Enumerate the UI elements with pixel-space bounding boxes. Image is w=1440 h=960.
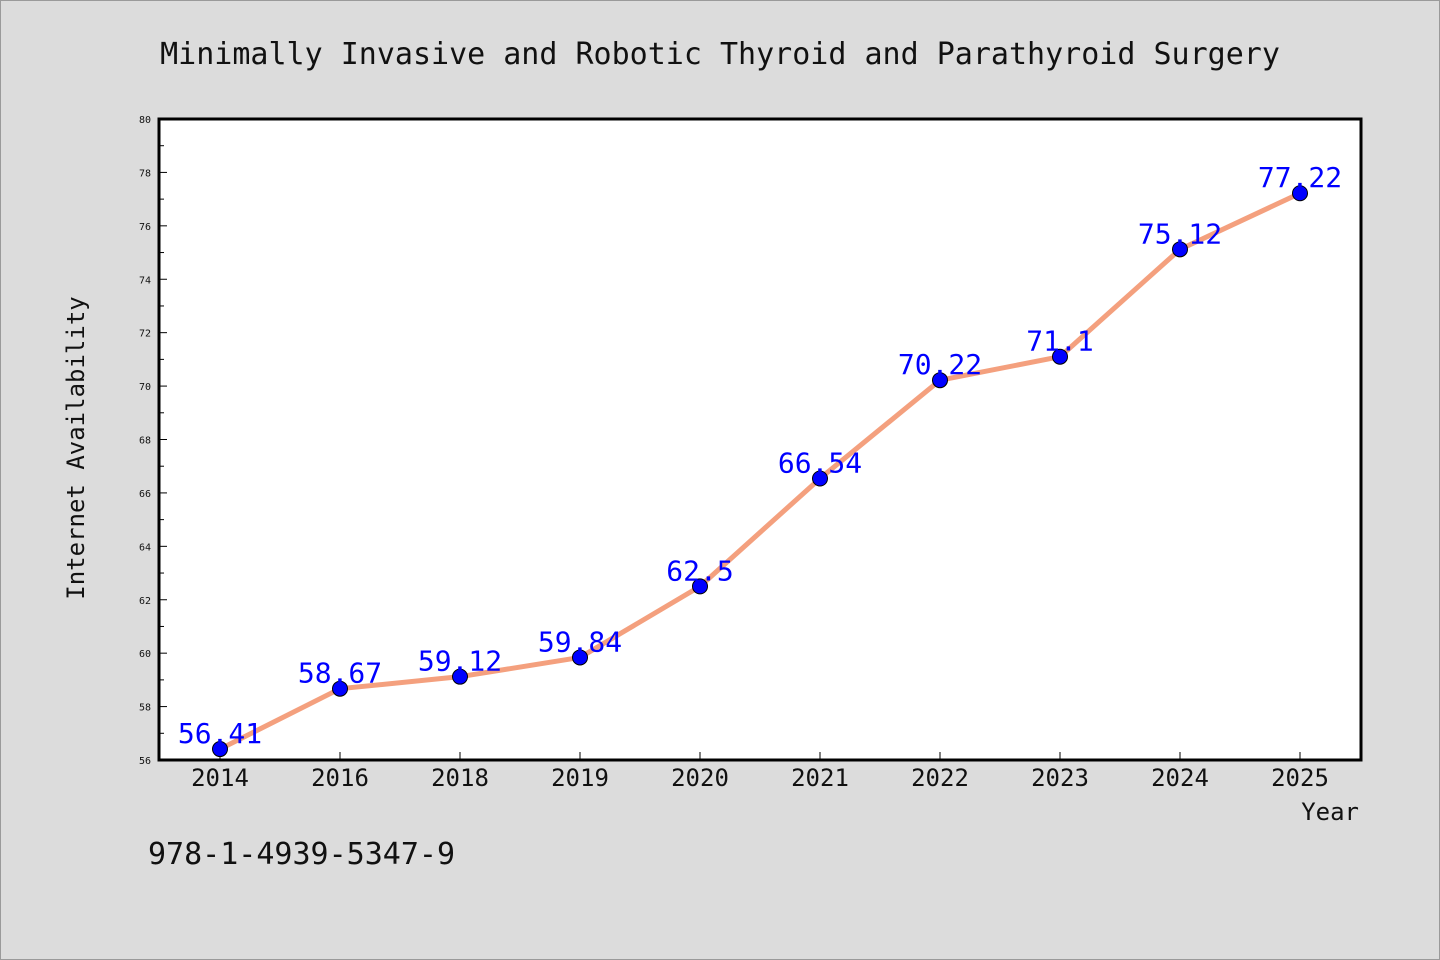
data-label: 71.1 bbox=[1026, 325, 1093, 358]
x-tick-label: 2019 bbox=[551, 764, 609, 792]
data-label: 59.12 bbox=[418, 645, 502, 678]
data-point bbox=[812, 470, 828, 487]
plot-area bbox=[157, 117, 1363, 762]
y-tick-label: 58 bbox=[139, 703, 151, 714]
data-label: 77.22 bbox=[1258, 161, 1342, 194]
data-label: 75.12 bbox=[1138, 217, 1222, 250]
series-line bbox=[217, 190, 1303, 752]
y-tick-label: 68 bbox=[139, 436, 151, 447]
y-tick-label: 56 bbox=[139, 756, 151, 767]
data-label: 56.41 bbox=[178, 717, 262, 750]
y-tick-label: 80 bbox=[139, 115, 151, 126]
chart-title: Minimally Invasive and Robotic Thyroid a… bbox=[160, 37, 1280, 72]
data-label: 66.54 bbox=[778, 446, 862, 479]
x-tick-label: 2018 bbox=[431, 764, 489, 792]
x-tick-label: 2021 bbox=[791, 764, 849, 792]
x-tick-label: 2014 bbox=[191, 764, 249, 792]
y-axis-label: Internet Availability bbox=[62, 296, 90, 599]
x-tick-label: 2022 bbox=[911, 764, 969, 792]
y-axis: 56 58 60 62 64 66 68 70 72 74 76 78 80 bbox=[139, 115, 167, 767]
data-label: 59.84 bbox=[538, 625, 622, 658]
data-point bbox=[1052, 348, 1068, 365]
x-axis-label: Year bbox=[1301, 798, 1359, 826]
data-point bbox=[692, 578, 708, 595]
y-tick-label: 78 bbox=[139, 168, 151, 179]
data-point bbox=[1292, 185, 1308, 202]
y-tick-label: 60 bbox=[139, 649, 151, 660]
x-axis: 2014 2016 2018 2019 2020 2021 2022 2023 2024 2025 bbox=[191, 752, 1329, 792]
x-tick-label: 2025 bbox=[1271, 764, 1329, 792]
data-point bbox=[452, 668, 468, 685]
x-tick-label: 2016 bbox=[311, 764, 369, 792]
data-point bbox=[572, 649, 588, 666]
y-tick-label: 74 bbox=[139, 275, 151, 286]
x-tick-label: 2023 bbox=[1031, 764, 1089, 792]
y-tick-label: 72 bbox=[139, 329, 151, 340]
y-tick-label: 70 bbox=[139, 382, 151, 393]
y-tick-label: 64 bbox=[139, 542, 151, 553]
data-point bbox=[1172, 241, 1188, 258]
y-tick-label: 62 bbox=[139, 596, 151, 607]
data-label: 70.22 bbox=[898, 348, 982, 381]
series-layer: 56.41 58.67 59.12 59.84 62.5 66.54 70.22 71.1 75… bbox=[178, 161, 1342, 758]
x-tick-label: 2020 bbox=[671, 764, 729, 792]
annotation-isbn: 978-1-4939-5347-9 bbox=[148, 837, 455, 872]
data-point bbox=[212, 741, 228, 758]
data-point bbox=[332, 680, 348, 697]
y-tick-label: 66 bbox=[139, 489, 151, 500]
y-tick-label: 76 bbox=[139, 222, 151, 233]
x-tick-label: 2024 bbox=[1151, 764, 1209, 792]
data-point bbox=[932, 372, 948, 389]
data-label: 62.5 bbox=[666, 554, 733, 587]
data-label: 58.67 bbox=[298, 657, 382, 690]
